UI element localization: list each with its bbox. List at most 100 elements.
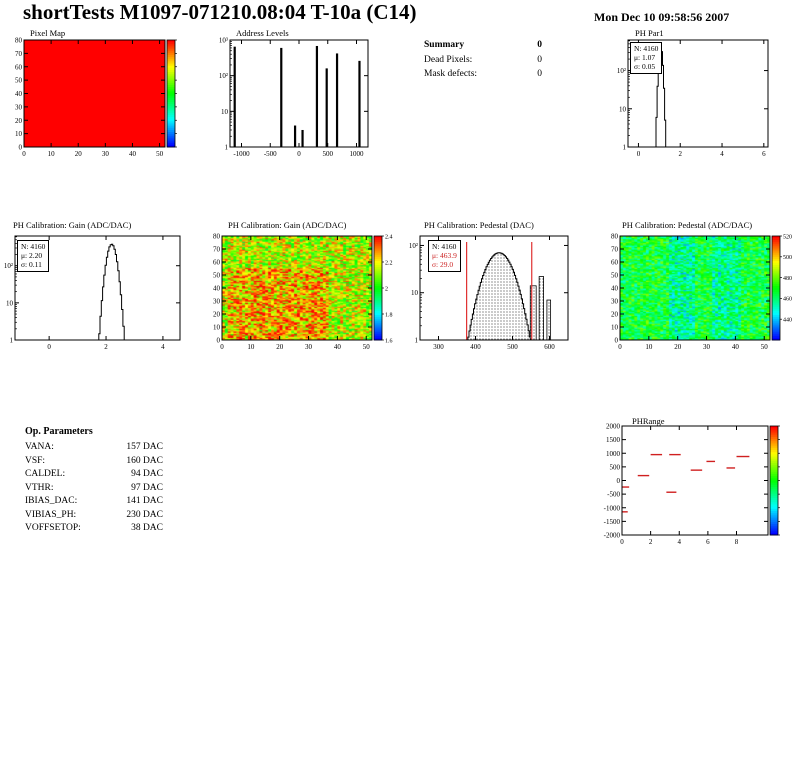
svg-text:10²: 10²	[219, 72, 228, 80]
pedestal-map-title: PH Calibration: Pedestal (ADC/DAC)	[622, 220, 753, 230]
stat-sigma: σ: 0.05	[634, 62, 656, 71]
op-param-label: VOFFSETOP:	[25, 523, 81, 533]
svg-text:70: 70	[15, 50, 23, 58]
svg-text:30: 30	[305, 343, 313, 350]
svg-text:70: 70	[611, 246, 619, 254]
timestamp: Mon Dec 10 09:58:56 2007	[594, 10, 730, 24]
op-param-value: 141 DAC	[126, 496, 163, 506]
gain-hist-chart: 0 2 4 1 10 10²	[4, 235, 181, 350]
svg-text:40: 40	[15, 90, 23, 98]
op-parameters-panel: Op. Parameters VANA: 157 DAC VSF: 160 DA…	[25, 426, 163, 537]
svg-text:60: 60	[213, 259, 221, 267]
ph-par1-panel: PH Par1 N: 4160 μ: 1.07 σ: 0.05 0 2 4 6 1 10 1…	[610, 26, 796, 166]
svg-text:460: 460	[783, 297, 792, 303]
op-param-label: VTHR:	[25, 482, 54, 493]
stat-n: N: 4160	[21, 242, 46, 251]
pedestal-hist-title: PH Calibration: Pedestal (DAC)	[424, 220, 534, 230]
ph-par1-chart: 0 2 4 6 1 10 10²	[617, 39, 769, 158]
op-param-label: CALDEL:	[25, 469, 66, 479]
svg-text:40: 40	[129, 150, 137, 158]
svg-text:2.4: 2.4	[385, 234, 393, 240]
svg-text:-500: -500	[264, 150, 277, 158]
svg-text:0: 0	[615, 337, 619, 345]
summary-panel: Summary 0 Dead Pixels: 0 Mask defects: 0	[424, 40, 542, 84]
svg-text:2.2: 2.2	[385, 260, 393, 266]
pedestal-map-panel: PH Calibration: Pedestal (ADC/DAC) 0 10 20…	[604, 218, 796, 350]
summary-row-mask-defects: Mask defects: 0	[424, 69, 542, 84]
svg-text:500: 500	[783, 255, 792, 261]
svg-text:-1000: -1000	[233, 150, 250, 158]
svg-text:4: 4	[678, 538, 682, 546]
svg-text:1: 1	[623, 144, 627, 152]
svg-text:80: 80	[15, 37, 23, 45]
ph-range-panel: PHRange 0 2 4 6 8 2000 1500 1000 500 0 -500 -1000 -1…	[596, 410, 796, 550]
op-param-value: 97 DAC	[131, 482, 163, 493]
svg-text:0: 0	[47, 343, 51, 350]
address-levels-panel: Address Levels -1000 -500 0 500 1000 1 10 10² 10…	[196, 26, 392, 166]
summary-row-value: 0	[537, 54, 542, 65]
svg-text:10: 10	[247, 343, 255, 350]
stat-sigma: σ: 0.11	[21, 260, 42, 269]
svg-text:1: 1	[415, 337, 419, 345]
op-param-row-ibias-dac: IBIAS_DAC: 141 DAC	[25, 496, 163, 510]
svg-text:40: 40	[611, 285, 619, 293]
ph-par1-title: PH Par1	[635, 28, 664, 38]
svg-text:1000: 1000	[606, 450, 621, 458]
svg-text:400: 400	[470, 343, 481, 350]
gain-hist-title: PH Calibration: Gain (ADC/DAC)	[13, 220, 132, 230]
svg-text:10: 10	[411, 289, 419, 297]
svg-text:80: 80	[611, 233, 619, 241]
gain-map-title: PH Calibration: Gain (ADC/DAC)	[228, 220, 347, 230]
op-param-value: 157 DAC	[126, 442, 163, 452]
svg-text:0: 0	[618, 343, 622, 350]
svg-text:20: 20	[276, 343, 284, 350]
address-levels-title: Address Levels	[236, 28, 289, 38]
op-param-row-vsf: VSF: 160 DAC	[25, 456, 163, 470]
gain-hist-panel: PH Calibration: Gain (ADC/DAC) N: 4160 μ…	[0, 218, 212, 350]
svg-text:50: 50	[611, 272, 619, 280]
svg-text:40: 40	[732, 343, 740, 350]
svg-text:480: 480	[783, 276, 792, 282]
svg-text:-1500: -1500	[604, 518, 621, 526]
stat-mu: μ: 1.07	[634, 53, 656, 62]
op-param-row-vana: VANA: 157 DAC	[25, 442, 163, 456]
svg-text:0: 0	[617, 477, 621, 485]
op-param-label: VANA:	[25, 442, 54, 452]
pixel-map-title: Pixel Map	[30, 28, 66, 38]
svg-text:8: 8	[735, 538, 739, 546]
stat-n: N: 4160	[634, 44, 659, 53]
svg-text:600: 600	[544, 343, 555, 350]
svg-text:10: 10	[15, 130, 23, 138]
svg-text:4: 4	[720, 150, 724, 158]
ph-range-chart: 0 2 4 6 8 2000 1500 1000 500 0 -500 -1000 -1500 -2000	[604, 423, 780, 546]
summary-title: Summary	[424, 40, 465, 50]
svg-text:10: 10	[611, 324, 619, 332]
op-param-value: 230 DAC	[126, 509, 163, 520]
svg-text:30: 30	[102, 150, 110, 158]
summary-row-dead-pixels: Dead Pixels: 0	[424, 55, 542, 70]
summary-row-value: 0	[537, 69, 542, 79]
op-param-row-caldel: CALDEL: 94 DAC	[25, 469, 163, 483]
svg-text:10: 10	[619, 105, 627, 113]
svg-text:30: 30	[703, 343, 711, 350]
pedestal-hist-panel: PH Calibration: Pedestal (DAC) N: 4160 μ…	[404, 218, 584, 350]
svg-text:1: 1	[225, 144, 229, 152]
svg-text:50: 50	[761, 343, 769, 350]
svg-text:10²: 10²	[409, 242, 418, 250]
svg-text:20: 20	[15, 117, 23, 125]
svg-text:50: 50	[213, 272, 221, 280]
svg-text:40: 40	[334, 343, 342, 350]
svg-text:10: 10	[221, 108, 229, 116]
svg-text:0: 0	[297, 150, 301, 158]
svg-text:10: 10	[48, 150, 56, 158]
svg-text:2: 2	[104, 343, 108, 350]
svg-text:10³: 10³	[219, 37, 228, 45]
svg-text:20: 20	[674, 343, 682, 350]
svg-text:6: 6	[706, 538, 710, 546]
pixel-map-chart: 0 10 20 30 40 50 0 10 20 30 40 50 60 70 80	[15, 37, 177, 158]
op-param-row-vthr: VTHR: 97 DAC	[25, 483, 163, 497]
svg-text:1.6: 1.6	[385, 338, 393, 344]
op-parameters-title: Op. Parameters	[25, 426, 93, 437]
